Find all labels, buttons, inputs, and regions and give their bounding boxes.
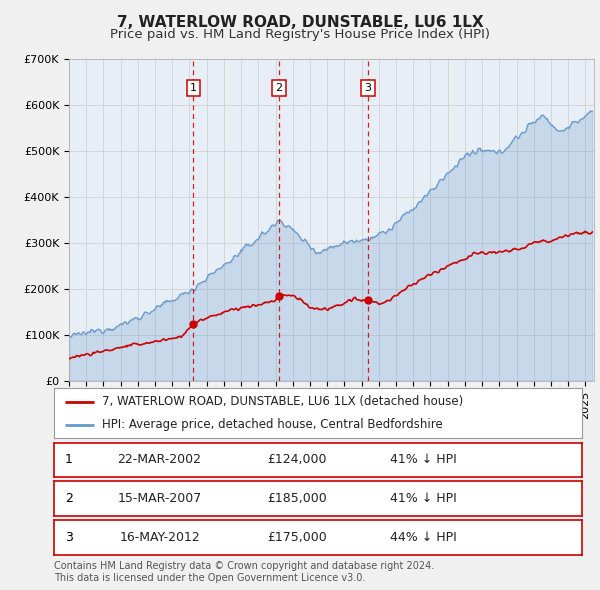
Text: 16-MAY-2012: 16-MAY-2012 — [119, 531, 200, 544]
Text: 7, WATERLOW ROAD, DUNSTABLE, LU6 1LX (detached house): 7, WATERLOW ROAD, DUNSTABLE, LU6 1LX (de… — [101, 395, 463, 408]
Text: 1: 1 — [190, 83, 197, 93]
Text: 7, WATERLOW ROAD, DUNSTABLE, LU6 1LX: 7, WATERLOW ROAD, DUNSTABLE, LU6 1LX — [116, 15, 484, 30]
Text: 3: 3 — [364, 83, 371, 93]
Text: 1: 1 — [65, 453, 73, 466]
Text: HPI: Average price, detached house, Central Bedfordshire: HPI: Average price, detached house, Cent… — [101, 418, 442, 431]
Text: 44% ↓ HPI: 44% ↓ HPI — [390, 531, 457, 544]
Text: £175,000: £175,000 — [267, 531, 327, 544]
Text: 15-MAR-2007: 15-MAR-2007 — [118, 492, 202, 505]
Text: 22-MAR-2002: 22-MAR-2002 — [118, 453, 202, 466]
Text: Contains HM Land Registry data © Crown copyright and database right 2024.
This d: Contains HM Land Registry data © Crown c… — [54, 561, 434, 583]
Text: 2: 2 — [275, 83, 283, 93]
Text: 3: 3 — [65, 531, 73, 544]
Text: £124,000: £124,000 — [267, 453, 326, 466]
Text: 41% ↓ HPI: 41% ↓ HPI — [390, 492, 457, 505]
Text: 41% ↓ HPI: 41% ↓ HPI — [390, 453, 457, 466]
Text: 2: 2 — [65, 492, 73, 505]
Text: Price paid vs. HM Land Registry's House Price Index (HPI): Price paid vs. HM Land Registry's House … — [110, 28, 490, 41]
Text: £185,000: £185,000 — [267, 492, 327, 505]
